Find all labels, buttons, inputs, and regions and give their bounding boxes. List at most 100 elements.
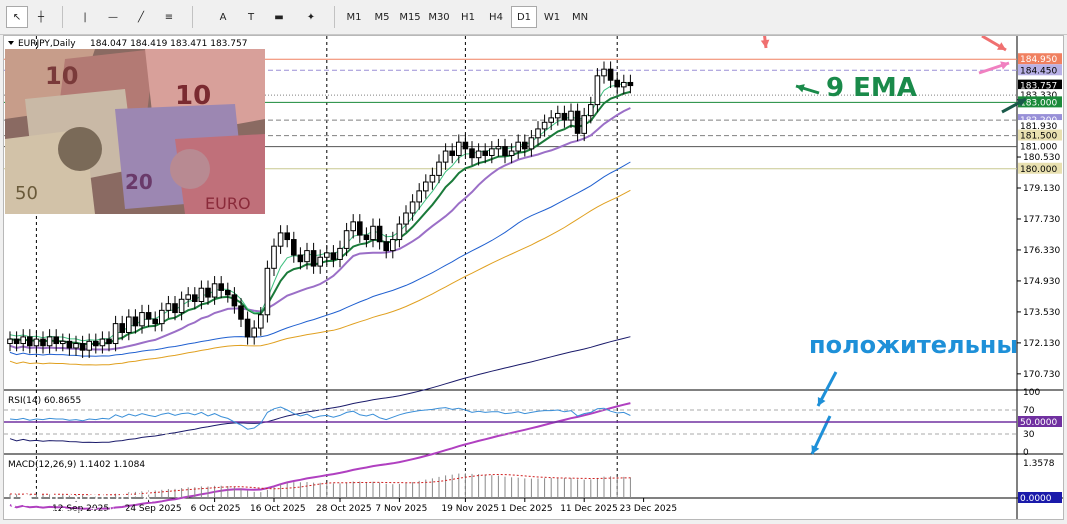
candle[interactable]: [60, 333, 66, 352]
timeframe-w1-button[interactable]: W1: [543, 11, 561, 23]
candle[interactable]: [211, 276, 218, 305]
candle[interactable]: [436, 154, 442, 184]
candle[interactable]: [383, 234, 389, 259]
candle[interactable]: [119, 315, 126, 341]
candle[interactable]: [442, 143, 449, 170]
candle[interactable]: [310, 242, 317, 274]
timeframe-d1-button[interactable]: D1: [511, 6, 537, 28]
timeframe-h4-button[interactable]: H4: [489, 11, 503, 23]
candle[interactable]: [271, 238, 277, 277]
candle[interactable]: [86, 333, 93, 358]
shapes-dropdown-icon[interactable]: ✦: [306, 11, 316, 23]
candle[interactable]: [244, 311, 251, 345]
candle[interactable]: [205, 280, 211, 305]
candle[interactable]: [159, 302, 165, 332]
candle[interactable]: [568, 103, 574, 128]
candle[interactable]: [106, 331, 112, 352]
candle[interactable]: [502, 138, 508, 164]
candle[interactable]: [178, 291, 185, 321]
candle[interactable]: [225, 282, 231, 303]
candle[interactable]: [475, 143, 482, 166]
candle[interactable]: [165, 295, 172, 319]
candle[interactable]: [284, 225, 290, 248]
candle[interactable]: [304, 242, 310, 270]
candle[interactable]: [13, 331, 20, 352]
cursor-icon[interactable]: ↖: [6, 6, 28, 28]
candle[interactable]: [350, 214, 356, 239]
candle[interactable]: [495, 138, 502, 157]
candle[interactable]: [515, 134, 521, 159]
timeframe-m30-button[interactable]: M30: [428, 11, 450, 23]
candle[interactable]: [541, 114, 548, 137]
candle[interactable]: [79, 335, 86, 358]
candle[interactable]: [594, 68, 601, 113]
candle[interactable]: [357, 214, 363, 243]
candle[interactable]: [251, 320, 257, 345]
candle[interactable]: [330, 245, 337, 268]
trendline-icon[interactable]: ╱: [137, 11, 145, 23]
candle[interactable]: [403, 205, 409, 232]
candle[interactable]: [264, 260, 271, 323]
candle[interactable]: [482, 143, 488, 164]
fibonacci-icon[interactable]: ≡: [164, 11, 174, 23]
candle[interactable]: [607, 61, 614, 88]
candle[interactable]: [621, 74, 627, 95]
timeframe-h1-button[interactable]: H1: [461, 11, 475, 23]
candle[interactable]: [489, 141, 495, 164]
candle[interactable]: [522, 134, 528, 157]
candle[interactable]: [588, 96, 594, 124]
timeframe-m15-button[interactable]: M15: [399, 11, 421, 23]
candle[interactable]: [46, 329, 53, 354]
candle[interactable]: [258, 307, 264, 336]
candle[interactable]: [429, 167, 436, 190]
candle[interactable]: [574, 103, 581, 142]
candle[interactable]: [172, 295, 178, 321]
candle[interactable]: [614, 72, 621, 95]
candle[interactable]: [231, 287, 238, 314]
candle[interactable]: [218, 276, 224, 299]
candle[interactable]: [363, 227, 370, 248]
candle[interactable]: [93, 333, 99, 354]
vertical-line-icon[interactable]: |: [83, 11, 87, 23]
candle[interactable]: [376, 218, 383, 250]
candle[interactable]: [601, 61, 607, 84]
candle[interactable]: [112, 315, 119, 352]
candle[interactable]: [390, 231, 396, 259]
candle[interactable]: [126, 309, 132, 341]
candle[interactable]: [198, 280, 205, 310]
candle[interactable]: [192, 287, 198, 310]
candle[interactable]: [297, 247, 304, 270]
candle[interactable]: [548, 110, 555, 131]
timeframe-mn-button[interactable]: MN: [571, 11, 589, 23]
candle[interactable]: [291, 231, 297, 263]
candle[interactable]: [7, 331, 13, 352]
candle[interactable]: [396, 216, 403, 248]
candle[interactable]: [508, 143, 515, 164]
candle[interactable]: [337, 240, 343, 268]
candle[interactable]: [462, 134, 469, 157]
candle[interactable]: [139, 304, 145, 334]
candle[interactable]: [456, 134, 462, 164]
candle[interactable]: [27, 329, 33, 354]
candle[interactable]: [423, 174, 429, 199]
crosshair-icon[interactable]: ┼: [37, 11, 45, 23]
candle[interactable]: [99, 331, 106, 354]
candle[interactable]: [238, 298, 244, 327]
rectangle-icon[interactable]: ▬: [274, 11, 284, 23]
candle[interactable]: [343, 222, 350, 257]
candle[interactable]: [152, 311, 158, 332]
symbol-menu-icon[interactable]: [8, 41, 14, 45]
candle[interactable]: [53, 329, 60, 352]
candle[interactable]: [627, 74, 634, 94]
text-label-icon[interactable]: T: [247, 11, 255, 23]
candle[interactable]: [469, 141, 475, 166]
candle[interactable]: [324, 245, 330, 265]
candle[interactable]: [40, 331, 46, 354]
candle[interactable]: [145, 304, 152, 327]
candle[interactable]: [370, 218, 376, 248]
timeframe-m1-button[interactable]: M1: [346, 11, 362, 23]
text-tool-icon[interactable]: A: [219, 11, 227, 23]
candle[interactable]: [535, 121, 541, 146]
candle[interactable]: [449, 143, 455, 164]
candle[interactable]: [555, 105, 561, 126]
